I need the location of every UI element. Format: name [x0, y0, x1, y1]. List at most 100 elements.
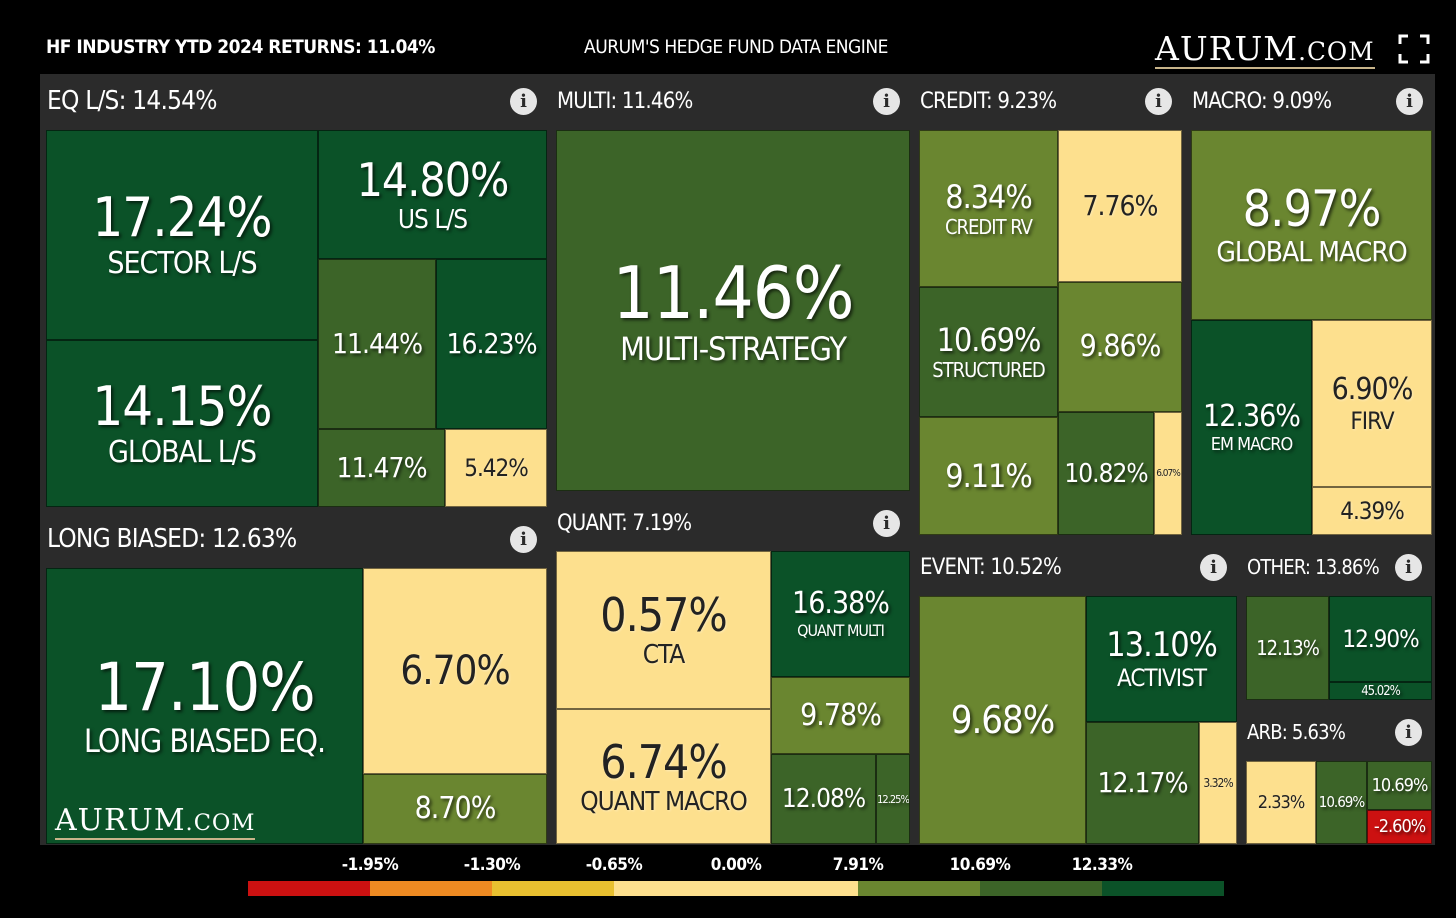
tile-value: 11.44% [331, 327, 423, 360]
treemap-tile[interactable]: 11.46% MULTI-STRATEGY [556, 130, 910, 491]
tile-name: STRUCTURED [932, 358, 1046, 382]
tile-value: 13.10% [1106, 625, 1218, 665]
treemap-tile[interactable]: 3.32% [1199, 722, 1237, 844]
treemap-tile[interactable]: 12.08% [771, 754, 876, 844]
legend-swatch [736, 881, 797, 896]
treemap-tile[interactable]: 8.34% CREDIT RV [919, 130, 1058, 287]
treemap-tile[interactable]: -2.60% [1367, 810, 1432, 844]
tile-name: CREDIT RV [944, 214, 1033, 239]
legend-swatch [1102, 881, 1163, 896]
treemap-tile[interactable]: 10.69% [1367, 761, 1432, 810]
treemap-tile[interactable]: 16.23% [436, 259, 547, 429]
legend-swatch [492, 881, 553, 896]
treemap-tile[interactable]: 14.80% US L/S [318, 130, 547, 259]
tile-value: 2.33% [1257, 791, 1305, 813]
tile-name: CTA [642, 640, 686, 670]
treemap-tile[interactable]: 6.74% QUANT MACRO [556, 709, 771, 844]
treemap-tile[interactable]: 12.90% [1329, 596, 1432, 682]
legend-swatch [675, 881, 736, 896]
group-label-event: EVENT: 10.52% [920, 555, 1062, 580]
legend-swatch [797, 881, 858, 896]
treemap-tile[interactable]: 16.38% QUANT MULTI [771, 551, 910, 677]
info-icon[interactable]: i [1200, 554, 1227, 581]
group-label-quant: QUANT: 7.19% [557, 511, 692, 536]
group-label-long: LONG BIASED: 12.63% [47, 524, 297, 554]
tile-value: 12.90% [1342, 625, 1419, 653]
group-label-macro: MACRO: 9.09% [1192, 89, 1332, 114]
industry-returns: HF INDUSTRY YTD 2024 RETURNS: 11.04% [46, 36, 435, 58]
treemap-tile[interactable]: 5.42% [445, 429, 547, 507]
aurum-logo[interactable]: AURUM.COM [1155, 29, 1375, 69]
treemap-tile[interactable]: 12.13% [1246, 596, 1329, 700]
tile-value: 11.47% [336, 451, 427, 484]
tile-name: GLOBAL L/S [108, 434, 257, 470]
info-icon[interactable]: i [1395, 719, 1422, 746]
info-icon[interactable]: i [1396, 88, 1423, 115]
legend-label: 0.00% [710, 855, 762, 875]
info-icon[interactable]: i [873, 88, 900, 115]
tile-value: 9.86% [1079, 329, 1162, 364]
aurum-watermark: AURUM.COM [55, 803, 256, 840]
tile-value: 8.97% [1242, 180, 1382, 238]
treemap-tile[interactable]: 17.24% SECTOR L/S [46, 130, 318, 340]
treemap-tile[interactable]: 13.10% ACTIVIST [1086, 596, 1237, 722]
treemap-tile[interactable]: 9.11% [919, 417, 1058, 535]
treemap-tile[interactable]: 2.33% [1246, 761, 1316, 844]
treemap-tile[interactable]: 12.25% [876, 754, 910, 844]
treemap-tile[interactable]: 10.69% STRUCTURED [919, 287, 1058, 417]
tile-value: 11.46% [612, 250, 855, 335]
treemap-tile[interactable]: 9.86% [1058, 282, 1182, 412]
legend-swatch [980, 881, 1041, 896]
treemap-tile[interactable]: 12.17% [1086, 722, 1199, 844]
legend-swatch [431, 881, 492, 896]
treemap-tile[interactable]: 45.02% [1329, 682, 1432, 700]
tile-value: -2.60% [1373, 816, 1426, 837]
top-bar: HF INDUSTRY YTD 2024 RETURNS: 11.04% AUR… [0, 0, 1456, 74]
tile-name: SECTOR L/S [107, 246, 257, 281]
treemap-tile[interactable]: 10.69% [1316, 761, 1367, 844]
info-icon[interactable]: i [1395, 554, 1422, 581]
info-icon[interactable]: i [873, 510, 900, 537]
info-icon[interactable]: i [1145, 88, 1172, 115]
tile-name: QUANT MACRO [580, 786, 747, 817]
tile-value: 17.10% [94, 649, 315, 726]
fullscreen-icon[interactable] [1398, 34, 1430, 64]
treemap-tile[interactable]: 8.70% [363, 774, 547, 844]
treemap-tile[interactable]: 9.78% [771, 677, 910, 754]
tile-value: 12.25% [877, 792, 909, 806]
tile-value: 8.70% [414, 791, 497, 826]
treemap-tile[interactable]: 6.90% FIRV [1312, 320, 1432, 487]
treemap-tile[interactable]: 6.07% [1154, 412, 1182, 535]
treemap-tile[interactable]: 14.15% GLOBAL L/S [46, 340, 318, 507]
treemap-tile[interactable]: 6.70% [363, 568, 547, 774]
treemap-tile[interactable]: 0.57% CTA [556, 551, 771, 709]
legend-label: -1.95% [341, 855, 399, 875]
legend-label: 7.91% [832, 855, 884, 875]
treemap-tile[interactable]: 12.36% EM MACRO [1191, 320, 1312, 535]
tile-name: EM MACRO [1210, 433, 1293, 455]
treemap-tile[interactable]: 11.47% [318, 429, 445, 507]
tile-value: 6.74% [600, 734, 727, 789]
tile-name: US L/S [397, 204, 468, 235]
tile-value: 6.90% [1331, 371, 1414, 407]
tile-value: 7.76% [1082, 189, 1158, 222]
tile-value: 8.34% [945, 177, 1032, 216]
treemap-tile[interactable]: 7.76% [1058, 130, 1182, 282]
treemap-tile[interactable]: 11.44% [318, 259, 436, 429]
tile-value: 6.70% [400, 648, 510, 694]
treemap-tile[interactable]: 17.10% LONG BIASED EQ. [46, 568, 363, 844]
legend-swatch [553, 881, 614, 896]
treemap-tile[interactable]: 4.39% [1312, 487, 1432, 535]
info-icon[interactable]: i [510, 88, 537, 115]
info-icon[interactable]: i [510, 526, 537, 553]
tile-name: QUANT MULTI [797, 621, 885, 640]
tile-value: 10.69% [936, 321, 1042, 359]
tile-value: 6.07% [1156, 467, 1181, 479]
treemap-tile[interactable]: 9.68% [919, 596, 1086, 844]
legend-label: -1.30% [463, 855, 521, 875]
tile-value: 12.36% [1203, 398, 1301, 434]
tile-name: GLOBAL MACRO [1216, 235, 1407, 268]
treemap-tile[interactable]: 10.82% [1058, 412, 1154, 535]
group-label-eq: EQ L/S: 14.54% [47, 86, 217, 116]
treemap-tile[interactable]: 8.97% GLOBAL MACRO [1191, 130, 1432, 320]
